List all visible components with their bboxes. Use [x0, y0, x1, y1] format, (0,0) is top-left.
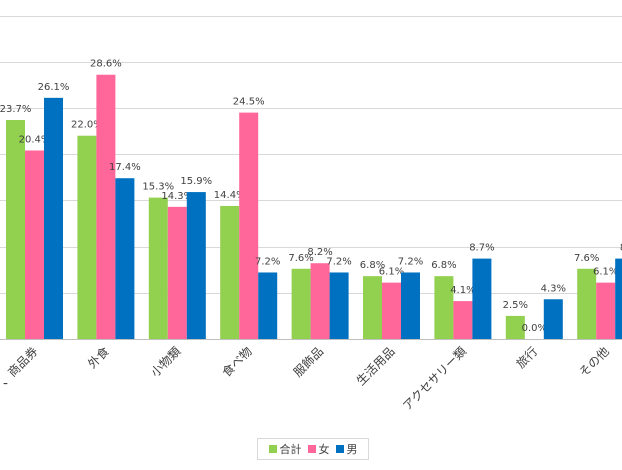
data-label: 17.4% [109, 162, 141, 173]
bar-0-2 [44, 97, 63, 339]
legend-swatch-total [268, 445, 277, 453]
bar-3-2 [258, 272, 278, 339]
bar-5-2 [401, 272, 420, 339]
legend-label-female: 女 [318, 443, 330, 456]
data-label: 8.2% [307, 247, 332, 258]
category-label: 旅行 [514, 344, 541, 371]
data-label: 23.7% [0, 104, 31, 115]
category-label: 小物類 [148, 344, 183, 379]
data-label: 7.6% [288, 253, 313, 264]
data-label: 7.2% [326, 256, 351, 267]
category-label: 服飾品 [291, 344, 326, 379]
bar-0-0 [6, 120, 25, 340]
data-label: 6.1% [379, 267, 404, 278]
data-label: 26.1% [38, 82, 70, 93]
bar-4-2 [329, 272, 349, 339]
bar-4-0 [291, 268, 311, 339]
bar-4-1 [310, 263, 330, 339]
bar-6-1 [453, 301, 473, 339]
data-label: 6.8% [431, 260, 456, 271]
category-label: 生活用品 [354, 344, 398, 388]
data-label: 22.0% [71, 120, 103, 131]
bar-2-0 [148, 197, 168, 339]
bar-5-0 [363, 276, 382, 339]
legend-item-male: 男 [335, 441, 358, 457]
bar-3-0 [220, 205, 240, 339]
chart-legend: 合計 女 男 [257, 438, 369, 460]
data-label: 7.2% [255, 256, 280, 267]
category-label: 食べ物 [219, 344, 255, 380]
data-label: 14.3% [161, 191, 193, 202]
bar-7-2 [543, 299, 563, 339]
data-label: 28.6% [90, 59, 122, 70]
legend-label-male: 男 [346, 443, 358, 456]
data-label: 7.6% [574, 253, 599, 264]
data-label: 14.4% [214, 190, 246, 201]
data-label: 15.3% [142, 182, 174, 193]
data-label: 0.0% [522, 323, 547, 334]
bar-8-1 [596, 282, 616, 339]
bar-6-0 [434, 276, 454, 339]
bar-3-1 [239, 112, 259, 340]
bar-2-2 [186, 192, 206, 339]
bar-1-2 [115, 178, 135, 339]
data-label: 6.1% [593, 267, 618, 278]
bar-6-2 [472, 258, 492, 339]
category-label: その他 [576, 344, 611, 379]
bar-1-1 [96, 74, 116, 340]
bar-5-1 [382, 282, 401, 339]
legend-swatch-male [335, 445, 344, 453]
data-label: 4.3% [541, 283, 566, 294]
legend-swatch-female [307, 445, 316, 453]
bar-7-0 [505, 315, 525, 339]
data-label: 7.2% [398, 256, 423, 267]
data-label: 2.5% [503, 300, 528, 311]
legend-label-total: 合計 [279, 443, 302, 456]
bar-8-0 [577, 268, 597, 339]
bar-1-0 [77, 135, 97, 339]
data-label: 6.8% [360, 260, 385, 271]
data-label: 24.5% [233, 97, 265, 108]
data-label: 20.4% [19, 135, 51, 146]
legend-item-total: 合計 [268, 441, 302, 457]
bar-2-1 [167, 206, 187, 339]
category-label: 外食 [84, 344, 112, 372]
data-label: 4.1% [450, 285, 475, 296]
legend-item-female: 女 [307, 441, 330, 457]
category-label: アクセサリー類 [400, 344, 469, 413]
category-label: 、商品券 [0, 344, 41, 389]
bar-8-2 [615, 258, 622, 339]
data-label: 15.9% [180, 176, 212, 187]
data-label: 8. [620, 243, 622, 254]
bar-0-1 [25, 150, 44, 339]
data-label: 8.7% [469, 243, 494, 254]
